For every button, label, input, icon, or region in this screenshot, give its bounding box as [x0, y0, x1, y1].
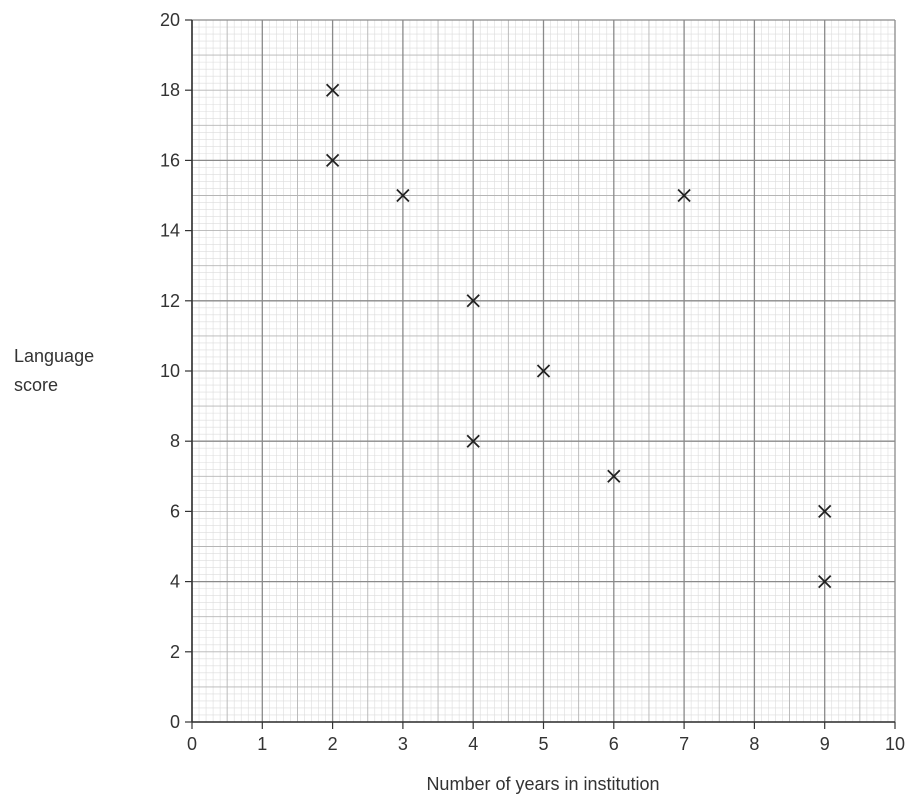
- x-tick-label: 3: [398, 734, 408, 754]
- y-tick-labels: 0 2 4 6 8 10 12 14 16 18 20: [160, 10, 192, 732]
- y-tick-label: 0: [170, 712, 180, 732]
- x-tick-label: 7: [679, 734, 689, 754]
- data-point: [325, 153, 340, 168]
- y-tick-label: 14: [160, 221, 180, 241]
- data-point-stroke: [607, 469, 621, 483]
- x-tick-label: 1: [257, 734, 267, 754]
- x-tick-labels: 0 1 2 3 4 5 6 7 8 9 10: [187, 722, 905, 754]
- y-tick-label: 10: [160, 361, 180, 381]
- data-point-stroke: [325, 153, 340, 168]
- data-point: [818, 574, 832, 589]
- data-point: [607, 469, 621, 483]
- y-axis-label-line-1: Language: [14, 346, 94, 366]
- x-axis-label: Number of years in institution: [426, 774, 659, 794]
- data-point-stroke: [818, 574, 832, 589]
- data-point-stroke: [325, 83, 340, 97]
- x-tick-label: 2: [328, 734, 338, 754]
- y-axis-label-line-2: score: [14, 375, 58, 395]
- y-tick-label: 18: [160, 80, 180, 100]
- data-point-stroke: [466, 294, 480, 308]
- data-point-stroke: [818, 504, 832, 519]
- x-tick-label: 5: [538, 734, 548, 754]
- data-point: [677, 188, 691, 203]
- data-point: [325, 83, 340, 97]
- y-tick-label: 20: [160, 10, 180, 30]
- data-point: [818, 504, 832, 519]
- data-point: [536, 364, 551, 378]
- x-tick-label: 4: [468, 734, 478, 754]
- data-point: [396, 188, 410, 203]
- y-tick-label: 16: [160, 150, 180, 170]
- x-tick-label: 6: [609, 734, 619, 754]
- x-tick-label: 10: [885, 734, 905, 754]
- x-tick-label: 9: [820, 734, 830, 754]
- y-tick-label: 2: [170, 642, 180, 662]
- y-tick-label: 6: [170, 501, 180, 521]
- x-tick-label: 8: [749, 734, 759, 754]
- data-point: [466, 434, 480, 448]
- y-tick-label: 4: [170, 572, 180, 592]
- data-point: [466, 294, 480, 308]
- y-tick-label: 12: [160, 291, 180, 311]
- data-point-stroke: [466, 434, 480, 448]
- data-points: [325, 83, 832, 589]
- x-tick-label: 0: [187, 734, 197, 754]
- data-point-stroke: [536, 364, 551, 378]
- data-point-stroke: [677, 188, 691, 203]
- data-point-stroke: [396, 188, 410, 203]
- y-tick-label: 8: [170, 431, 180, 451]
